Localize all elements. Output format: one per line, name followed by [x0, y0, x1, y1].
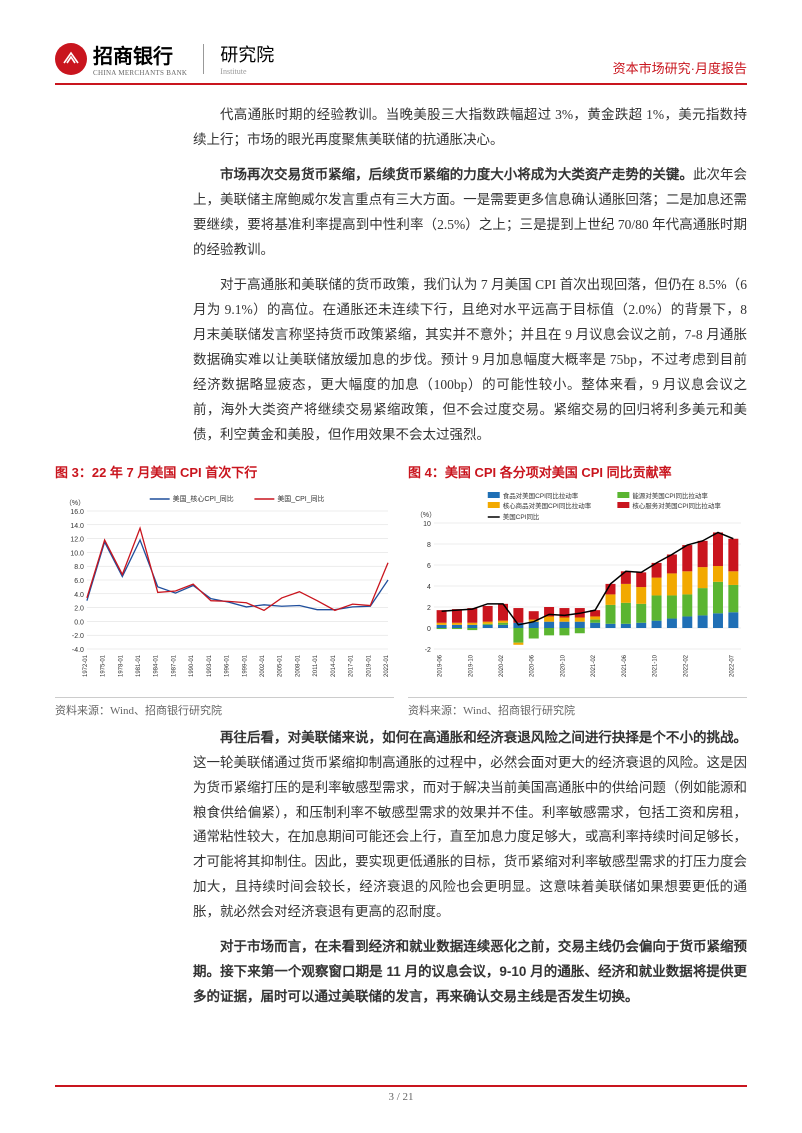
svg-text:4.0: 4.0	[74, 591, 84, 598]
svg-text:14.0: 14.0	[70, 522, 84, 529]
svg-text:美国_CPI_同比: 美国_CPI_同比	[277, 494, 324, 503]
svg-text:2: 2	[427, 605, 431, 612]
svg-text:美国_核心CPI_同比: 美国_核心CPI_同比	[173, 494, 234, 503]
bank-name: 招商银行	[93, 40, 187, 69]
paragraph-2: 市场再次交易货币紧缩，后续货币紧缩的力度大小将成为大类资产走势的关键。此次年会上…	[193, 163, 747, 263]
svg-text:1978-01: 1978-01	[118, 654, 124, 677]
chart-3: -4.0 -2.0 0.0 2.0 4.0 6.0 8.0 10.0 12.0 14.0 16.0 （…	[55, 489, 394, 689]
svg-text:美国CPI同比: 美国CPI同比	[503, 512, 540, 521]
svg-text:4: 4	[427, 584, 431, 591]
svg-text:2020-10: 2020-10	[560, 654, 566, 677]
svg-text:6.0: 6.0	[74, 578, 84, 585]
svg-text:0.0: 0.0	[74, 619, 84, 626]
svg-text:食品对美国CPI同比拉动率: 食品对美国CPI同比拉动率	[503, 491, 579, 500]
report-category: 资本市场研究·月度报告	[613, 58, 747, 77]
svg-text:1984-01: 1984-01	[154, 654, 160, 677]
page-footer: 3 / 21	[55, 1085, 747, 1103]
svg-text:2002-01: 2002-01	[260, 654, 266, 677]
svg-text:2020-02: 2020-02	[499, 654, 505, 677]
svg-text:1972-01: 1972-01	[83, 654, 89, 677]
svg-text:6: 6	[427, 563, 431, 570]
svg-text:16.0: 16.0	[70, 509, 84, 516]
chart-3-source: 资料来源：Wind、招商银行研究院	[55, 697, 394, 718]
svg-text:0: 0	[427, 626, 431, 633]
svg-text:1996-01: 1996-01	[225, 654, 231, 677]
svg-text:-2: -2	[425, 647, 431, 654]
paragraph-5: 对于市场而言，在未看到经济和就业数据连续恶化之前，交易主线仍会偏向于货币紧缩预期…	[193, 935, 747, 1010]
svg-text:2021-02: 2021-02	[591, 654, 597, 677]
svg-text:核心服务对美国CPI同比拉动率: 核心服务对美国CPI同比拉动率	[632, 501, 721, 510]
svg-text:2020-06: 2020-06	[530, 654, 536, 677]
svg-text:1975-01: 1975-01	[101, 654, 107, 677]
chart-4-source: 资料来源：Wind、招商银行研究院	[408, 697, 747, 718]
chart-4-title: 图 4：美国 CPI 各分项对美国 CPI 同比贡献率	[408, 462, 747, 481]
svg-text:（%）: （%）	[416, 511, 436, 519]
svg-text:1999-01: 1999-01	[242, 654, 248, 677]
svg-text:12.0: 12.0	[70, 536, 84, 543]
svg-text:2008-01: 2008-01	[295, 654, 301, 677]
svg-text:2011-01: 2011-01	[313, 654, 319, 676]
svg-text:1981-01: 1981-01	[136, 654, 142, 677]
page-header: 招商银行 CHINA MERCHANTS BANK 研究院 Institute …	[55, 40, 747, 85]
logo-block: 招商银行 CHINA MERCHANTS BANK 研究院 Institute	[55, 40, 274, 77]
svg-text:2005-01: 2005-01	[278, 654, 284, 677]
institute-name: 研究院	[220, 41, 274, 67]
bank-logo-icon	[55, 43, 87, 75]
paragraph-5-bold: 对于市场而言，在未看到经济和就业数据连续恶化之前，交易主线仍会偏向于货币紧缩预期…	[193, 939, 747, 1004]
chart-3-column: 图 3：22 年 7 月美国 CPI 首次下行 -4.0 -2.0 0.0 2.0 4.…	[55, 462, 394, 718]
svg-text:2019-10: 2019-10	[468, 654, 474, 677]
body-text-top: 代高通胀时期的经验教训。当晚美股三大指数跌幅超过 3%，黄金跌超 1%，美元指数…	[193, 103, 747, 448]
paragraph-4: 再往后看，对美联储来说，如何在高通胀和经济衰退风险之间进行抉择是个不小的挑战。这…	[193, 726, 747, 926]
svg-text:1993-01: 1993-01	[207, 654, 213, 677]
paragraph-4-bold: 再往后看，对美联储来说，如何在高通胀和经济衰退风险之间进行抉择是个不小的挑战。	[220, 730, 747, 745]
svg-text:2019-06: 2019-06	[438, 654, 444, 677]
header-divider	[203, 44, 204, 74]
svg-text:能源对美国CPI同比拉动率: 能源对美国CPI同比拉动率	[632, 491, 708, 500]
svg-text:-2.0: -2.0	[72, 633, 84, 640]
svg-text:2017-01: 2017-01	[349, 654, 355, 677]
svg-text:2019-01: 2019-01	[366, 654, 372, 677]
svg-text:1987-01: 1987-01	[171, 654, 177, 677]
paragraph-3: 对于高通胀和美联储的货币政策，我们认为 7 月美国 CPI 首次出现回落，但仍在…	[193, 273, 747, 448]
chart-3-title: 图 3：22 年 7 月美国 CPI 首次下行	[55, 462, 394, 481]
paragraph-4-rest: 这一轮美联储通过货币紧缩抑制高通胀的过程中，必然会面对更大的经济衰退的风险。这是…	[193, 755, 747, 920]
svg-text:2021-06: 2021-06	[622, 654, 628, 677]
svg-text:8.0: 8.0	[74, 564, 84, 571]
svg-text:8: 8	[427, 542, 431, 549]
svg-text:2014-01: 2014-01	[331, 654, 337, 677]
page-number: 3 / 21	[388, 1091, 413, 1103]
body-text-bottom: 再往后看，对美联储来说，如何在高通胀和经济衰退风险之间进行抉择是个不小的挑战。这…	[193, 726, 747, 1011]
svg-text:2022-01: 2022-01	[384, 654, 390, 677]
institute-name-en: Institute	[220, 67, 274, 76]
paragraph-1: 代高通胀时期的经验教训。当晚美股三大指数跌幅超过 3%，黄金跌超 1%，美元指数…	[193, 103, 747, 153]
charts-row: 图 3：22 年 7 月美国 CPI 首次下行 -4.0 -2.0 0.0 2.0 4.…	[55, 462, 747, 718]
svg-text:10.0: 10.0	[70, 550, 84, 557]
svg-text:（%）: （%）	[65, 499, 85, 507]
svg-text:2021-10: 2021-10	[653, 654, 659, 677]
svg-text:2022-02: 2022-02	[683, 654, 689, 677]
svg-text:2.0: 2.0	[74, 605, 84, 612]
svg-text:核心商品对美国CPI同比拉动率: 核心商品对美国CPI同比拉动率	[503, 501, 592, 510]
chart-4-column: 图 4：美国 CPI 各分项对美国 CPI 同比贡献率 -2 0 2 4 6 8 10 （%）…	[408, 462, 747, 718]
svg-text:2022-07: 2022-07	[729, 654, 735, 677]
svg-text:-4.0: -4.0	[72, 647, 84, 654]
bank-name-en: CHINA MERCHANTS BANK	[93, 69, 187, 77]
paragraph-2-bold: 市场再次交易货币紧缩，后续货币紧缩的力度大小将成为大类资产走势的关键。	[220, 167, 693, 182]
svg-text:1990-01: 1990-01	[189, 654, 195, 677]
svg-text:10: 10	[423, 521, 431, 528]
chart-4: -20246810（%）食品对美国CPI同比拉动率能源对美国CPI同比拉动率核心…	[408, 489, 747, 689]
